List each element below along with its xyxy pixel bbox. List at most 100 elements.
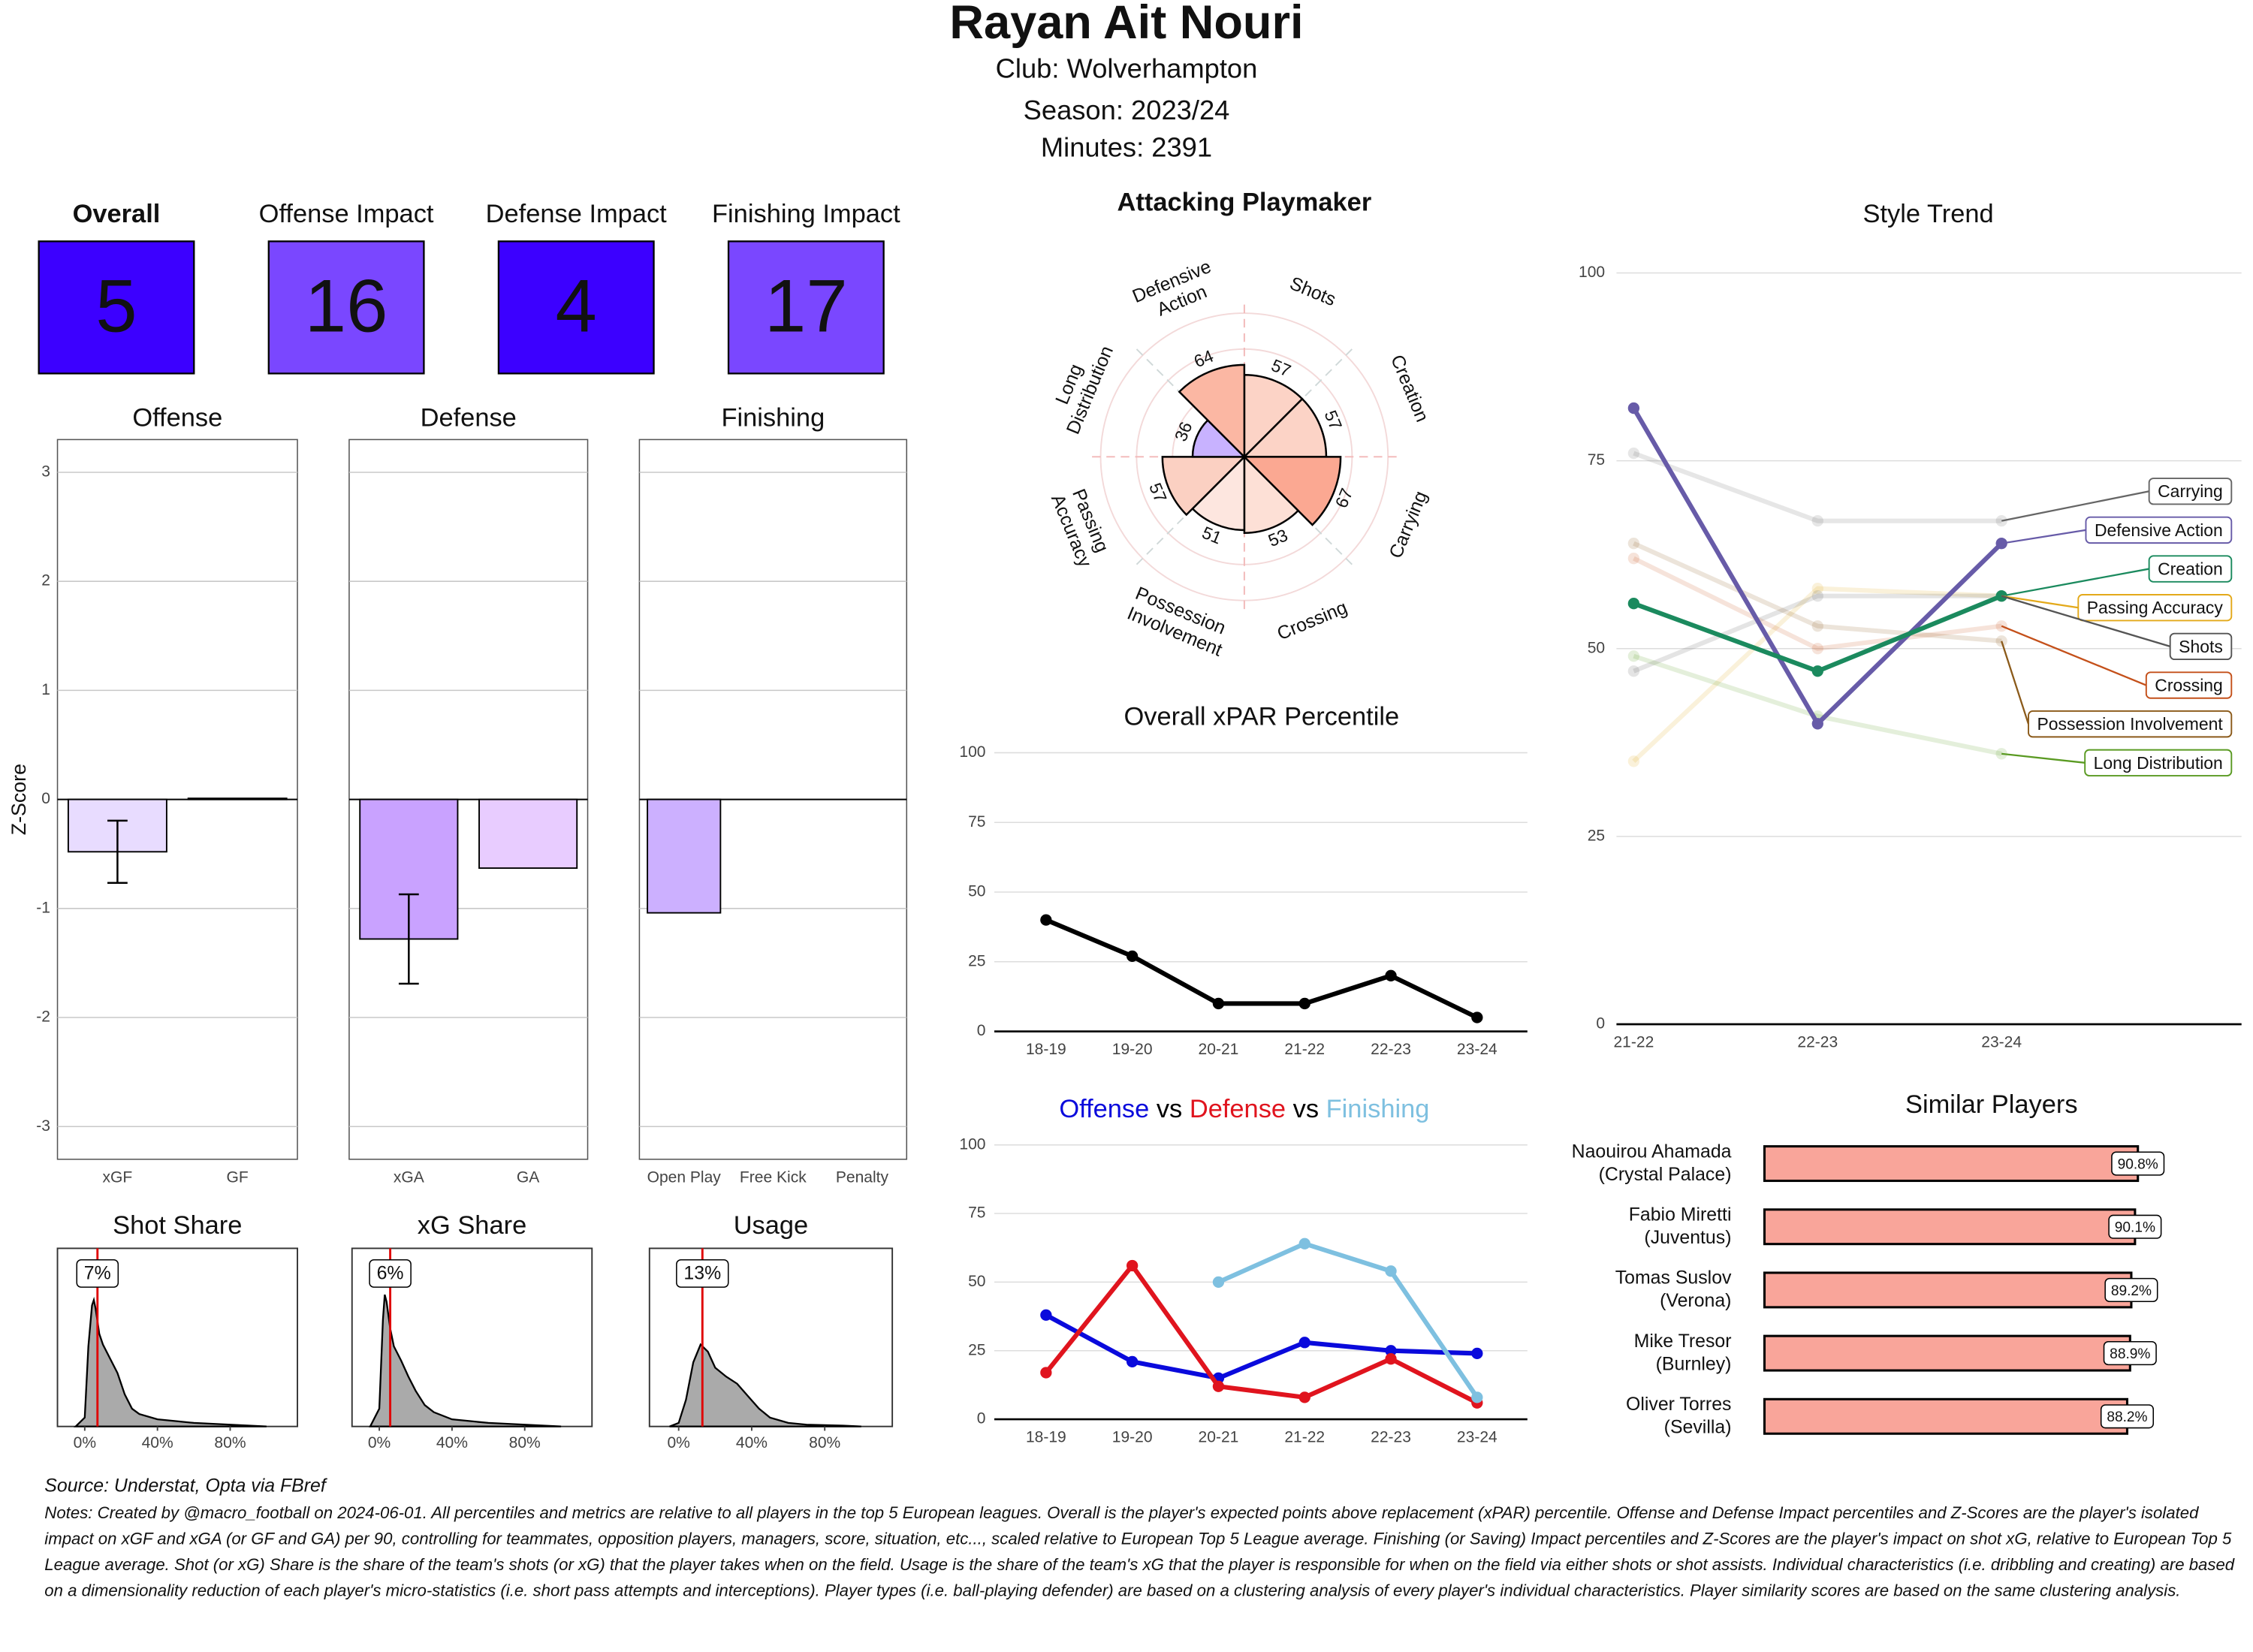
bar [1763, 1145, 2140, 1183]
bar [478, 798, 578, 870]
point [1471, 1011, 1483, 1023]
label-connector [2001, 595, 2171, 647]
point [1040, 1367, 1052, 1379]
density-area [369, 1294, 562, 1427]
bar [1763, 1208, 2137, 1246]
point [1811, 514, 1823, 527]
x-tick-label: 18-19 [1026, 1041, 1066, 1058]
point [1385, 969, 1397, 981]
series-label: Defensive Action [2095, 520, 2223, 540]
club: Club: Wolverhampton [996, 53, 1258, 83]
x-tick-label: 19-20 [1112, 1041, 1153, 1058]
tile-value: 5 [95, 264, 137, 348]
x-tick-label: xGA [394, 1168, 424, 1186]
point [1627, 755, 1640, 767]
error-bar [107, 819, 128, 884]
y-tick-label: 50 [1588, 639, 1605, 656]
title-separator: vs [1149, 1095, 1190, 1123]
marker-label-box [369, 1259, 412, 1288]
player-name: Fabio Miretti (Juventus) [1629, 1204, 1732, 1248]
tile [497, 240, 655, 375]
x-tick-label: 23-24 [1457, 1429, 1497, 1446]
marker-label: 6% [377, 1262, 404, 1283]
x-tick-label: 22-23 [1797, 1033, 1838, 1051]
point [1811, 583, 1823, 595]
x-tick-label: 0% [74, 1434, 96, 1452]
value-label-box [2100, 1404, 2155, 1429]
title-series-name: Finishing [1326, 1095, 1430, 1123]
marker-label-box [76, 1259, 119, 1288]
point [1212, 1380, 1225, 1392]
value-label-box [2103, 1341, 2157, 1366]
value-label: 64 [1191, 346, 1217, 372]
point [1126, 1259, 1139, 1272]
series-line [1633, 541, 2002, 644]
player-name: Naouirou Ahamada (Crystal Palace) [1572, 1141, 1732, 1185]
point [1385, 1345, 1397, 1357]
y-tick-label: 100 [1579, 264, 1605, 281]
x-tick-label: 80% [509, 1434, 541, 1452]
y-tick-label: 25 [1588, 827, 1605, 844]
y-tick-label: 3 [41, 463, 50, 481]
x-tick-label: GF [227, 1168, 249, 1186]
y-tick-label: 2 [41, 572, 50, 589]
point [1627, 447, 1640, 460]
series-label: Crossing [2155, 675, 2223, 695]
tile [727, 240, 885, 375]
x-tick-label: 22-23 [1371, 1041, 1411, 1058]
point [1040, 914, 1052, 926]
marker-label-box [676, 1259, 729, 1288]
point [1811, 665, 1823, 677]
point [1811, 620, 1823, 632]
series-line [1633, 593, 2002, 674]
source: Source: Understat, Opta via FBref [44, 1476, 328, 1497]
label-connector [2001, 595, 2079, 609]
y-tick-label: -2 [36, 1008, 50, 1026]
y-tick-label: 0 [1596, 1015, 1605, 1032]
x-tick-label: 20-21 [1199, 1041, 1239, 1058]
chart-title: Overall xPAR Percentile [1124, 703, 1400, 731]
category-label: Long Distribution [1040, 335, 1117, 442]
y-tick-label: 25 [968, 952, 985, 969]
x-tick-label: 22-23 [1371, 1429, 1411, 1446]
category-label: Crossing [1274, 596, 1350, 644]
point [1627, 650, 1640, 662]
series-label: Carrying [2158, 481, 2223, 501]
label-connector [2001, 490, 2149, 522]
wedge [1243, 454, 1300, 534]
x-tick-label: GA [517, 1168, 539, 1186]
minutes: Minutes: 2391 [1041, 132, 1212, 163]
tile-label: Overall [73, 200, 161, 228]
panel-title: Shot Share [113, 1211, 242, 1240]
value-label: 90.8% [2118, 1157, 2158, 1173]
point [1627, 665, 1640, 677]
title-series-name: Defense [1190, 1095, 1286, 1123]
series-line [1633, 451, 2002, 523]
point [1627, 538, 1640, 550]
player-name: Oliver Torres (Sevilla) [1626, 1394, 1731, 1438]
series-line [1045, 1313, 1477, 1381]
x-tick-label: 40% [736, 1434, 768, 1452]
point [1298, 1391, 1310, 1403]
x-tick-label: 21-22 [1613, 1033, 1654, 1051]
tile-label: Defense Impact [486, 200, 668, 228]
error-bar [398, 893, 419, 985]
x-tick-label: 0% [368, 1434, 391, 1452]
value-label-box [2111, 1151, 2165, 1176]
chart-title: Attacking Playmaker [1117, 188, 1372, 217]
value-label: 89.2% [2111, 1283, 2152, 1299]
y-tick-label: 1 [41, 681, 50, 698]
marker-label: 7% [84, 1262, 111, 1283]
point [1126, 950, 1139, 963]
point [1385, 1353, 1397, 1365]
category-label: Carrying [1385, 488, 1431, 562]
bar [1763, 1397, 2128, 1435]
wedge [1241, 456, 1342, 526]
tile-value: 17 [765, 264, 848, 348]
notes-box: Notes: Created by @macro_football on 202… [44, 1504, 2234, 1600]
value-label: 88.2% [2107, 1409, 2147, 1425]
chart-title: Offense vs Defense vs Finishing [1059, 1095, 1429, 1123]
label-connector [2001, 625, 2147, 686]
bar [187, 797, 288, 800]
